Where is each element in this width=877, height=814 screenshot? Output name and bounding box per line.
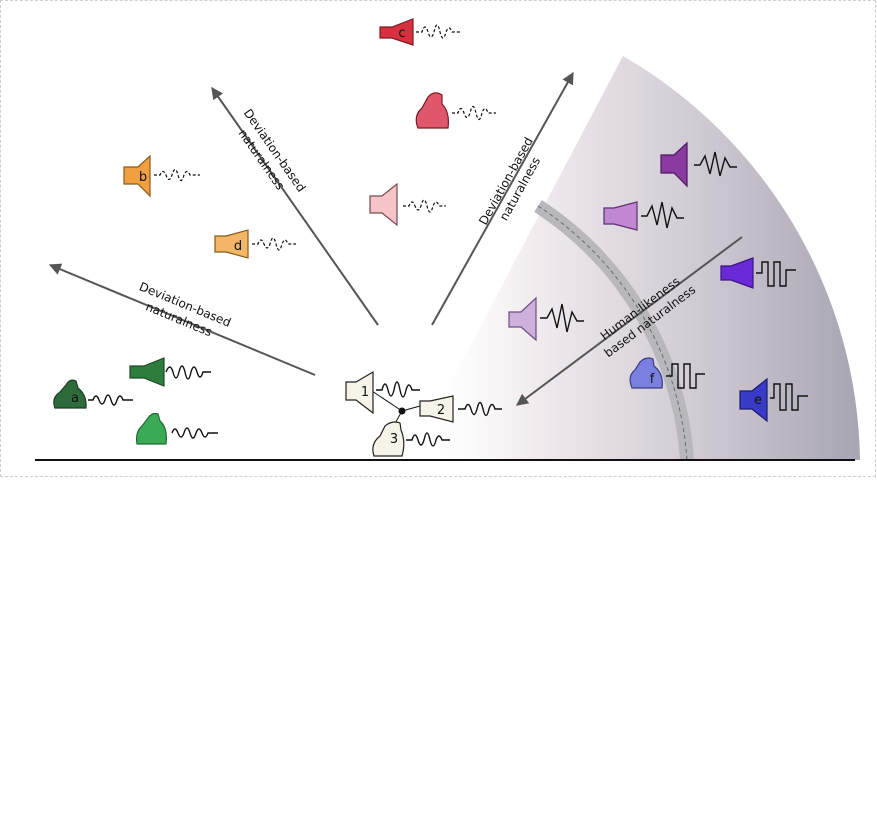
speaker-label-3: 3 xyxy=(390,432,398,447)
waveform-icon xyxy=(165,365,211,380)
speaker-icon xyxy=(508,296,537,342)
connector-line xyxy=(371,390,403,412)
speaker-icon xyxy=(660,141,688,188)
speaker-icon xyxy=(214,229,249,259)
speaker-red-blob xyxy=(415,92,496,129)
arrow-icon xyxy=(516,236,743,406)
waveform-icon xyxy=(154,168,200,182)
speaker-icon xyxy=(345,370,374,415)
diagram-frame xyxy=(0,0,876,477)
waveform-icon xyxy=(694,151,737,177)
speaker-icon xyxy=(379,18,414,46)
speaker-icon xyxy=(129,357,165,387)
speaker-label-d: d xyxy=(234,239,242,254)
speaker-icon xyxy=(739,377,768,423)
speaker-icon xyxy=(415,92,449,129)
naturalness-diagram: Deviation-based naturalness Deviation-ba… xyxy=(35,18,860,461)
speaker-purple-dark xyxy=(660,141,737,188)
human-likeness-region xyxy=(410,56,860,460)
speaker-label-2: 2 xyxy=(437,403,445,418)
waveform-icon xyxy=(452,105,496,121)
arrow-icon xyxy=(211,87,379,326)
speaker-b: b xyxy=(123,154,200,198)
speaker-label-a: a xyxy=(71,391,79,406)
waveform-icon xyxy=(540,303,584,333)
waveform-icon xyxy=(171,427,218,439)
speaker-violet xyxy=(720,257,796,289)
inner-arc-band xyxy=(534,200,694,461)
speaker-label-1: 1 xyxy=(361,385,369,400)
waveform-icon xyxy=(458,401,502,417)
speaker-icon xyxy=(369,182,398,227)
speaker-icon xyxy=(53,379,87,409)
speaker-icon xyxy=(629,357,663,389)
waveform-icon xyxy=(756,261,796,287)
speaker-icon xyxy=(372,421,405,457)
waveform-icon xyxy=(770,383,808,411)
waveform-icon xyxy=(252,237,296,251)
speaker-label-c: c xyxy=(398,26,405,41)
waveform-icon xyxy=(88,394,133,406)
speaker-label-f: f xyxy=(650,372,655,387)
speaker-e: e xyxy=(739,377,808,423)
arrow-icon xyxy=(48,263,316,376)
center-cluster: 1 2 3 xyxy=(345,370,502,457)
junction-dot xyxy=(398,407,406,415)
speaker-green-horn xyxy=(129,357,211,387)
speaker-label-e: e xyxy=(754,393,762,408)
speaker-a: a xyxy=(53,379,133,409)
speaker-purple-light xyxy=(603,201,684,231)
speaker-d: d xyxy=(214,229,296,259)
arrow-icon xyxy=(431,71,574,326)
speaker-icon xyxy=(603,201,638,231)
speaker-f: f xyxy=(629,357,705,389)
speaker-icon xyxy=(123,154,151,198)
speaker-icon xyxy=(720,257,754,289)
speaker-label-b: b xyxy=(139,170,147,185)
waveform-icon xyxy=(376,381,420,398)
waveform-icon xyxy=(406,432,450,447)
speaker-icon xyxy=(419,395,454,423)
waveform-icon xyxy=(416,24,460,39)
speaker-pink xyxy=(369,182,446,227)
waveform-icon xyxy=(666,363,705,389)
speaker-green-light xyxy=(135,412,218,445)
speaker-c: c xyxy=(379,18,460,46)
speaker-icon xyxy=(135,412,167,445)
waveform-icon xyxy=(403,199,446,213)
waveform-icon xyxy=(641,201,684,229)
speaker-lavender xyxy=(508,296,584,342)
